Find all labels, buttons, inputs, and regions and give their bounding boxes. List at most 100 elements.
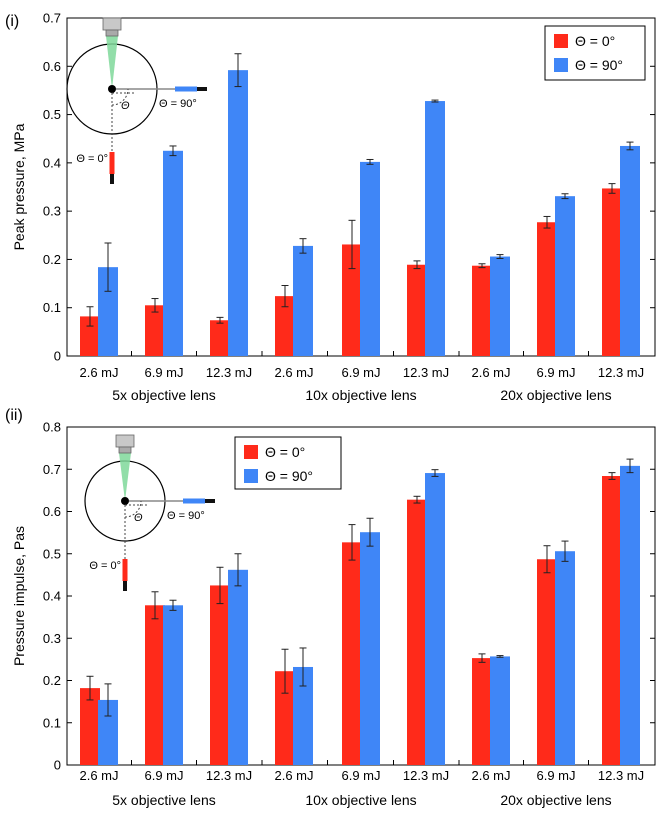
bar-theta-0	[472, 658, 492, 765]
y-tick-label: 0.3	[43, 631, 61, 646]
bar-theta-0	[407, 264, 427, 356]
label-theta-90: Θ = 90°	[159, 98, 197, 110]
x-tick-label: 6.9 mJ	[536, 768, 575, 783]
laser-beam	[119, 453, 131, 501]
bar-theta-90	[360, 161, 380, 356]
x-tick-label: 6.9 mJ	[144, 768, 183, 783]
bar-theta-90	[228, 70, 248, 357]
bar-theta-0	[210, 320, 230, 356]
bar-theta-0	[537, 559, 557, 765]
x-tick-label: 12.3 mJ	[403, 768, 449, 783]
legend-swatch-theta-0	[244, 445, 258, 459]
bar-theta-90	[228, 569, 248, 765]
bar-theta-0	[80, 316, 100, 356]
bar-theta-0	[342, 542, 362, 765]
group-label: 20x objective lens	[500, 792, 611, 808]
objective-lens-icon	[115, 434, 135, 448]
bar-theta-90	[98, 699, 118, 765]
hydrophone-90-icon	[183, 498, 205, 504]
y-tick-label: 0.7	[43, 462, 61, 477]
bar-theta-0	[537, 222, 557, 356]
objective-lens-tip-icon	[105, 29, 119, 37]
bar-theta-0	[602, 188, 622, 356]
focal-point	[121, 497, 129, 505]
legend-label: Θ = 90°	[575, 57, 623, 73]
bar-theta-0	[275, 296, 295, 356]
bar-theta-90	[360, 532, 380, 765]
legend-swatch-theta-0	[554, 34, 568, 48]
legend-label: Θ = 90°	[265, 468, 313, 484]
x-tick-label: 2.6 mJ	[79, 768, 118, 783]
hydrophone-0-tip	[123, 581, 127, 591]
y-tick-label: 0.1	[43, 715, 61, 730]
bar-theta-90	[555, 196, 575, 356]
group-label: 5x objective lens	[112, 792, 216, 808]
group-label: 10x objective lens	[305, 792, 416, 808]
x-tick-label: 12.3 mJ	[403, 365, 449, 380]
hydrophone-90-tip	[205, 499, 215, 503]
y-tick-label: 0.7	[43, 11, 61, 26]
angle-symbol: Θ	[121, 100, 130, 112]
bar-theta-90	[425, 473, 445, 765]
angle-arc	[111, 88, 129, 106]
bar-theta-0	[407, 499, 427, 765]
chart-panel-1: 0 0.1 0.2 0.3 0.4 0.5 0.6 0.7 2.6 mJ 6.9 mJ 12.3 m…	[5, 11, 656, 403]
focal-point	[108, 85, 116, 93]
panel-label: (ii)	[5, 407, 23, 424]
panel-label: (i)	[5, 13, 19, 30]
y-tick-label: 0.4	[43, 589, 61, 604]
legend: Θ = 0° Θ = 90°	[234, 436, 342, 490]
legend-label: Θ = 0°	[265, 444, 305, 460]
y-axis-label: Peak pressure, MPa	[11, 123, 27, 250]
bar-theta-90	[425, 101, 445, 357]
x-tick-label: 2.6 mJ	[274, 365, 313, 380]
chart-panel-2: 0 0.1 0.2 0.3 0.4 0.5 0.6 0.7 0.8 2.6 mJ 6.9 mJ 12.…	[5, 407, 656, 808]
x-tick-label: 6.9 mJ	[341, 365, 380, 380]
bar-theta-90	[98, 267, 118, 356]
label-theta-90: Θ = 90°	[167, 510, 205, 522]
y-tick-label: 0.5	[43, 546, 61, 561]
legend: Θ = 0° Θ = 90°	[544, 25, 646, 81]
group-label: 10x objective lens	[305, 387, 416, 403]
y-tick-label: 0.1	[43, 300, 61, 315]
label-theta-0: Θ = 0°	[89, 560, 121, 572]
hydrophone-90-tip	[197, 87, 207, 91]
objective-lens-icon	[102, 17, 122, 31]
group-label: 20x objective lens	[500, 387, 611, 403]
bar-theta-90	[293, 666, 313, 765]
bar-theta-90	[163, 605, 183, 765]
hydrophone-90-icon	[175, 86, 197, 92]
y-tick-label: 0.6	[43, 59, 61, 74]
legend-swatch-theta-90	[554, 58, 568, 72]
y-tick-label: 0.3	[43, 204, 61, 219]
hydrophone-0-icon	[122, 559, 128, 581]
x-tick-label: 6.9 mJ	[536, 365, 575, 380]
label-theta-0: Θ = 0°	[76, 153, 108, 165]
y-tick-label: 0.5	[43, 107, 61, 122]
bar-theta-90	[490, 656, 510, 765]
bar-theta-0	[602, 476, 622, 765]
bar-theta-0	[210, 585, 230, 765]
setup-inset: Θ Θ = 90° Θ = 0°	[84, 434, 215, 591]
x-tick-label: 12.3 mJ	[206, 365, 252, 380]
y-tick-label: 0.4	[43, 155, 61, 170]
bar-theta-0	[145, 605, 165, 765]
bar-theta-90	[555, 551, 575, 765]
x-tick-label: 6.9 mJ	[341, 768, 380, 783]
y-tick-label: 0.2	[43, 673, 61, 688]
bar-theta-90	[620, 465, 640, 765]
legend-swatch-theta-90	[244, 469, 258, 483]
angle-arc	[124, 500, 142, 518]
x-tick-label: 12.3 mJ	[206, 768, 252, 783]
x-tick-label: 6.9 mJ	[144, 365, 183, 380]
x-tick-label: 2.6 mJ	[471, 365, 510, 380]
x-tick-label: 2.6 mJ	[79, 365, 118, 380]
bar-theta-0	[80, 688, 100, 765]
x-tick-label: 12.3 mJ	[598, 768, 644, 783]
bar-theta-0	[275, 671, 295, 765]
objective-lens-tip-icon	[118, 446, 132, 454]
bar-theta-90	[293, 245, 313, 356]
y-tick-label: 0	[54, 758, 61, 773]
x-tick-label: 2.6 mJ	[471, 768, 510, 783]
